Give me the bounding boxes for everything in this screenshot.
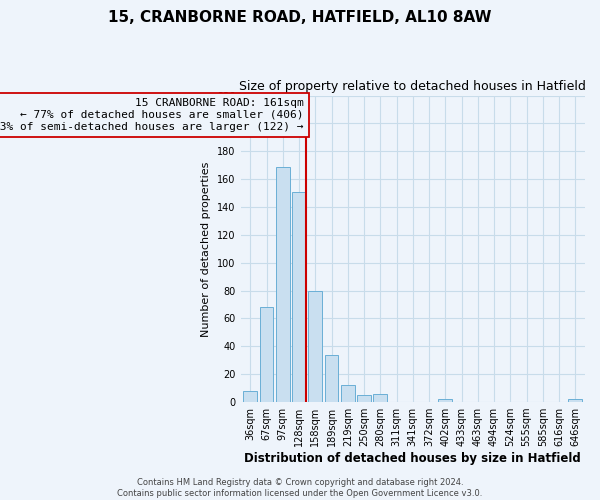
Bar bbox=[341, 386, 355, 402]
Text: 15, CRANBORNE ROAD, HATFIELD, AL10 8AW: 15, CRANBORNE ROAD, HATFIELD, AL10 8AW bbox=[108, 10, 492, 25]
Bar bbox=[276, 166, 290, 402]
Bar bbox=[260, 308, 274, 402]
Bar bbox=[308, 290, 322, 402]
Y-axis label: Number of detached properties: Number of detached properties bbox=[202, 161, 211, 336]
X-axis label: Distribution of detached houses by size in Hatfield: Distribution of detached houses by size … bbox=[244, 452, 581, 465]
Title: Size of property relative to detached houses in Hatfield: Size of property relative to detached ho… bbox=[239, 80, 586, 93]
Bar bbox=[357, 395, 371, 402]
Text: Contains HM Land Registry data © Crown copyright and database right 2024.
Contai: Contains HM Land Registry data © Crown c… bbox=[118, 478, 482, 498]
Text: 15 CRANBORNE ROAD: 161sqm
← 77% of detached houses are smaller (406)
23% of semi: 15 CRANBORNE ROAD: 161sqm ← 77% of detac… bbox=[0, 98, 304, 132]
Bar bbox=[325, 354, 338, 402]
Bar bbox=[568, 400, 582, 402]
Bar bbox=[244, 391, 257, 402]
Bar bbox=[439, 400, 452, 402]
Bar bbox=[292, 192, 306, 402]
Bar bbox=[373, 394, 387, 402]
